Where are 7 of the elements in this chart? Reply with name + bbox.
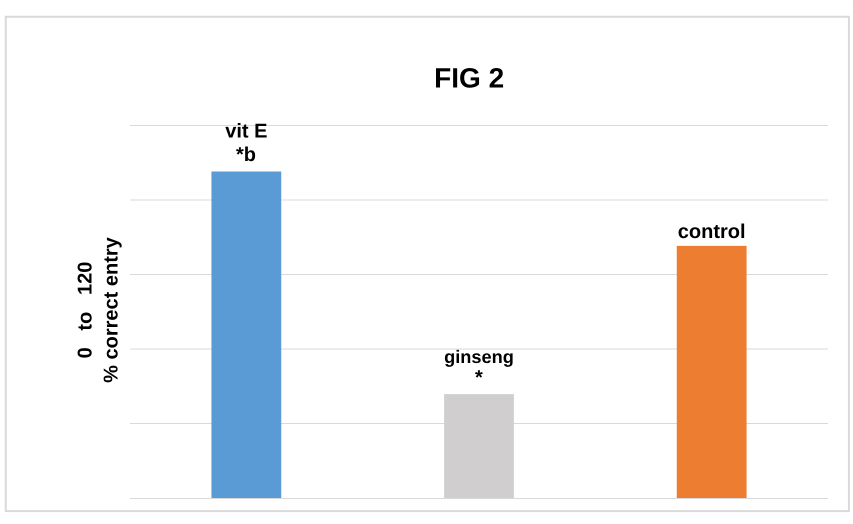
y-axis-title: 0 to 120 % correct entry <box>74 236 122 383</box>
annotation: *b <box>236 144 256 166</box>
x-tick-label: vit E <box>225 120 268 142</box>
annotation: * <box>475 367 483 389</box>
chart-title: FIG 2 <box>434 62 504 94</box>
x-tick-label: control <box>678 220 746 243</box>
x-tick-label: ginseng <box>444 346 514 367</box>
